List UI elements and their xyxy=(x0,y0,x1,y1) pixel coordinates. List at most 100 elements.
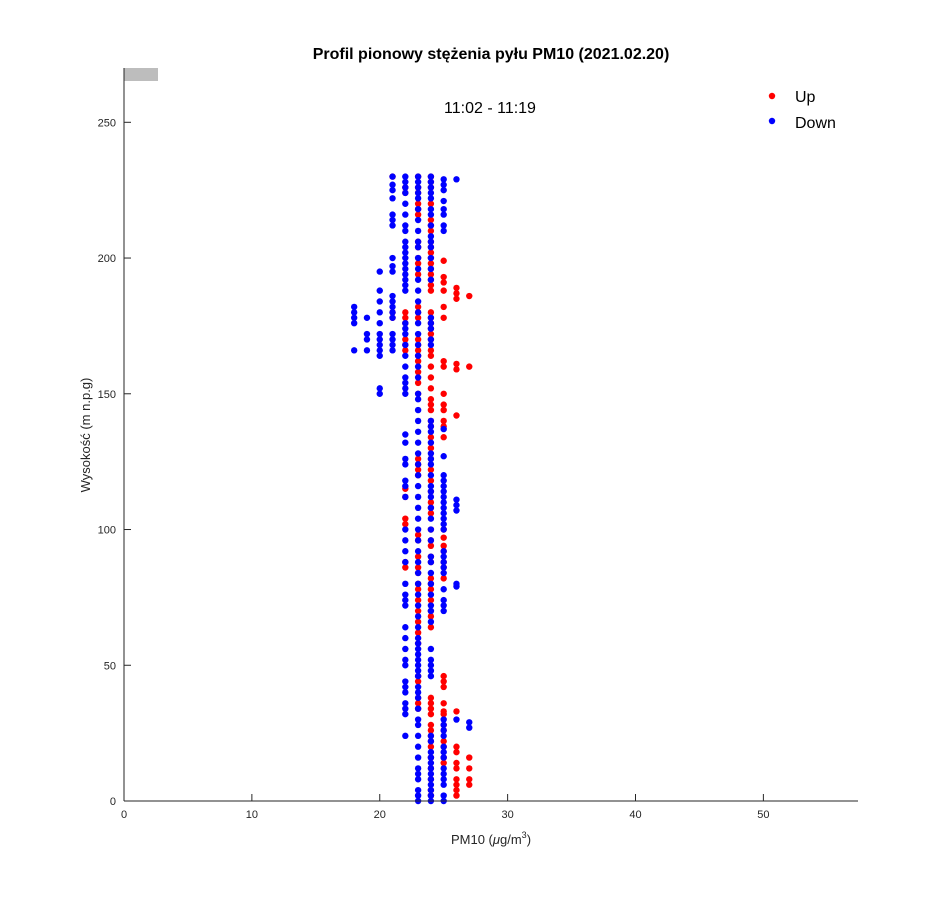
data-point-down xyxy=(389,216,396,224)
data-point-down xyxy=(389,254,396,262)
data-point-up xyxy=(427,200,435,207)
data-point-up xyxy=(427,434,435,441)
data-point-down xyxy=(414,705,422,712)
y-tick-label: 0 xyxy=(110,796,116,808)
data-point-up xyxy=(414,629,422,636)
legend-marker-up xyxy=(768,92,776,100)
data-point-down xyxy=(414,195,422,202)
data-point-down xyxy=(402,200,409,207)
data-point-down xyxy=(440,569,447,577)
data-point-up xyxy=(414,564,422,571)
data-point-down xyxy=(414,645,422,653)
data-point-down xyxy=(402,537,409,544)
data-point-up xyxy=(402,564,409,571)
data-point-up xyxy=(427,596,435,604)
data-point-down xyxy=(414,689,422,696)
data-point-down xyxy=(402,624,409,631)
data-point-up xyxy=(414,678,422,685)
data-point-down xyxy=(440,186,447,194)
data-point-up xyxy=(427,586,435,593)
data-point-down xyxy=(440,181,447,188)
data-point-down xyxy=(402,271,409,278)
data-point-down xyxy=(440,515,447,522)
data-point-up xyxy=(427,249,435,256)
data-point-down xyxy=(414,184,422,191)
data-point-down xyxy=(427,341,435,349)
data-point-down xyxy=(402,249,409,256)
data-point-up xyxy=(440,434,447,441)
data-point-up xyxy=(466,781,473,788)
data-point-up xyxy=(453,290,460,297)
data-point-down xyxy=(427,195,435,202)
data-point-down xyxy=(402,656,409,664)
data-point-down xyxy=(440,596,447,604)
data-point-down xyxy=(414,461,422,468)
data-point-down xyxy=(440,743,447,750)
data-point-down xyxy=(414,656,422,664)
data-point-down xyxy=(402,352,409,359)
x-tick-label: 40 xyxy=(629,809,641,821)
data-point-down xyxy=(440,222,447,229)
data-point-down xyxy=(376,385,383,392)
data-point-down xyxy=(414,591,422,598)
data-point-down xyxy=(440,453,447,460)
data-point-down xyxy=(440,716,447,723)
data-point-up xyxy=(414,596,422,604)
data-point-down xyxy=(414,569,422,577)
data-point-down xyxy=(376,330,383,338)
legend-marker-down xyxy=(768,117,776,125)
data-point-up xyxy=(440,390,447,397)
data-point-down xyxy=(427,319,435,327)
data-point-down xyxy=(389,298,396,305)
data-point-up xyxy=(453,284,460,292)
data-point-up xyxy=(427,385,435,392)
data-point-down xyxy=(466,719,473,726)
data-point-down xyxy=(414,287,422,294)
data-point-down xyxy=(427,738,435,745)
data-point-down xyxy=(427,423,435,430)
data-point-down xyxy=(389,222,396,229)
data-point-down xyxy=(427,781,435,788)
data-point-down xyxy=(389,268,396,275)
data-point-up xyxy=(402,336,409,343)
data-point-up xyxy=(453,743,460,750)
data-point-up xyxy=(427,466,435,473)
data-point-down xyxy=(427,515,435,522)
data-point-up xyxy=(453,776,460,783)
data-point-down xyxy=(427,211,435,218)
data-point-down xyxy=(427,792,435,799)
data-point-up xyxy=(414,466,422,473)
data-point-up xyxy=(414,271,422,278)
data-point-up xyxy=(427,705,435,712)
data-point-down xyxy=(402,710,409,718)
data-point-down xyxy=(414,428,422,435)
data-point-down xyxy=(440,748,447,756)
data-point-up xyxy=(453,412,460,419)
data-point-down xyxy=(427,493,435,501)
data-point-down xyxy=(440,488,447,495)
data-point-up xyxy=(427,613,435,620)
data-point-up xyxy=(402,347,409,354)
data-point-down xyxy=(402,260,409,267)
plot-corner-marker xyxy=(124,68,158,81)
data-point-up xyxy=(453,295,460,302)
data-point-up xyxy=(414,336,422,343)
data-point-down xyxy=(402,477,409,484)
data-point-up xyxy=(440,534,447,541)
data-point-down xyxy=(440,205,447,213)
data-point-up xyxy=(466,292,473,300)
y-tick-label: 250 xyxy=(98,117,116,129)
data-point-down xyxy=(363,330,371,338)
data-point-up xyxy=(466,363,473,370)
data-point-down xyxy=(414,504,422,511)
data-point-up xyxy=(453,792,460,799)
data-point-up xyxy=(427,575,435,582)
data-point-down xyxy=(440,558,447,566)
data-point-down xyxy=(440,425,447,433)
data-point-up xyxy=(414,211,422,218)
data-point-down xyxy=(427,254,435,262)
data-point-down xyxy=(414,330,422,338)
data-point-down xyxy=(414,439,422,446)
data-point-down xyxy=(402,254,409,262)
